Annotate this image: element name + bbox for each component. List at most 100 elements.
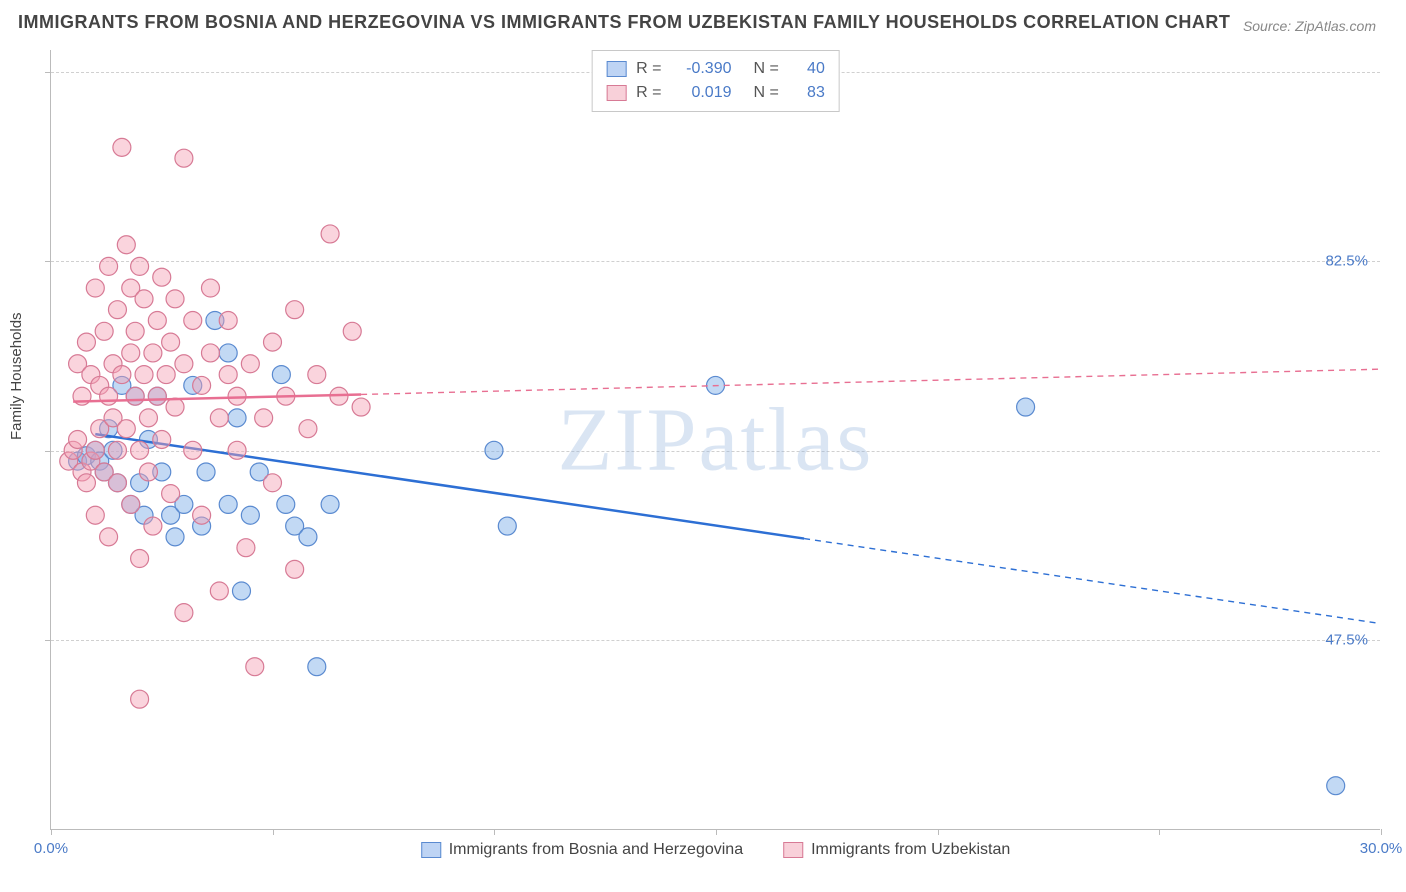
n-label: N = <box>754 81 779 105</box>
data-point-uzbekistan <box>108 474 126 492</box>
data-point-bosnia <box>219 344 237 362</box>
legend-item-uzbekistan: Immigrants from Uzbekistan <box>783 841 1010 859</box>
data-point-uzbekistan <box>108 441 126 459</box>
data-point-uzbekistan <box>286 560 304 578</box>
x-tick-mark <box>1381 829 1382 835</box>
data-point-bosnia <box>498 517 516 535</box>
data-point-uzbekistan <box>131 550 149 568</box>
data-point-uzbekistan <box>144 344 162 362</box>
scatter-svg <box>51 50 1380 829</box>
data-point-uzbekistan <box>69 431 87 449</box>
data-point-uzbekistan <box>113 366 131 384</box>
trendline-dash-bosnia <box>804 539 1380 624</box>
x-tick-mark <box>273 829 274 835</box>
data-point-uzbekistan <box>201 344 219 362</box>
data-point-uzbekistan <box>166 290 184 308</box>
data-point-uzbekistan <box>86 279 104 297</box>
data-point-uzbekistan <box>108 301 126 319</box>
data-point-uzbekistan <box>166 398 184 416</box>
swatch-pink-icon <box>606 85 626 101</box>
data-point-uzbekistan <box>162 333 180 351</box>
data-point-uzbekistan <box>122 495 140 513</box>
data-point-uzbekistan <box>77 333 95 351</box>
swatch-blue-icon <box>421 842 441 858</box>
legend-row-uzbekistan: R = 0.019 N = 83 <box>606 81 825 105</box>
data-point-uzbekistan <box>144 517 162 535</box>
data-point-uzbekistan <box>139 463 157 481</box>
data-point-bosnia <box>219 495 237 513</box>
data-point-uzbekistan <box>210 409 228 427</box>
data-point-uzbekistan <box>219 311 237 329</box>
data-point-uzbekistan <box>86 506 104 524</box>
data-point-uzbekistan <box>175 355 193 373</box>
data-point-uzbekistan <box>135 290 153 308</box>
data-point-uzbekistan <box>86 441 104 459</box>
trendline-dash-uzbekistan <box>361 369 1380 394</box>
data-point-bosnia <box>228 409 246 427</box>
legend-label-uzbekistan: Immigrants from Uzbekistan <box>811 841 1010 859</box>
data-point-uzbekistan <box>113 138 131 156</box>
data-point-uzbekistan <box>193 376 211 394</box>
data-point-uzbekistan <box>117 420 135 438</box>
data-point-bosnia <box>272 366 290 384</box>
data-point-uzbekistan <box>117 236 135 254</box>
data-point-uzbekistan <box>157 366 175 384</box>
data-point-uzbekistan <box>255 409 273 427</box>
data-point-uzbekistan <box>139 409 157 427</box>
data-point-bosnia <box>232 582 250 600</box>
data-point-uzbekistan <box>219 366 237 384</box>
chart-plot-area: ZIPatlas R = -0.390 N = 40 R = 0.019 N =… <box>50 50 1380 830</box>
data-point-uzbekistan <box>162 485 180 503</box>
data-point-uzbekistan <box>126 387 144 405</box>
data-point-uzbekistan <box>131 257 149 275</box>
data-point-uzbekistan <box>184 441 202 459</box>
data-point-bosnia <box>1327 777 1345 795</box>
x-tick-mark <box>716 829 717 835</box>
data-point-uzbekistan <box>175 604 193 622</box>
data-point-uzbekistan <box>153 268 171 286</box>
data-point-uzbekistan <box>321 225 339 243</box>
x-tick-mark <box>51 829 52 835</box>
data-point-uzbekistan <box>308 366 326 384</box>
data-point-uzbekistan <box>184 311 202 329</box>
x-tick-label: 0.0% <box>34 840 68 857</box>
data-point-bosnia <box>197 463 215 481</box>
x-tick-mark <box>938 829 939 835</box>
legend-label-bosnia: Immigrants from Bosnia and Herzegovina <box>449 841 743 859</box>
n-value-uzbekistan: 83 <box>789 81 825 105</box>
data-point-uzbekistan <box>237 539 255 557</box>
legend-item-bosnia: Immigrants from Bosnia and Herzegovina <box>421 841 743 859</box>
data-point-uzbekistan <box>100 387 118 405</box>
data-point-uzbekistan <box>122 344 140 362</box>
data-point-bosnia <box>241 506 259 524</box>
data-point-uzbekistan <box>246 658 264 676</box>
r-value-uzbekistan: 0.019 <box>672 81 732 105</box>
data-point-uzbekistan <box>100 528 118 546</box>
series-legend: Immigrants from Bosnia and Herzegovina I… <box>421 841 1011 859</box>
data-point-uzbekistan <box>299 420 317 438</box>
data-point-bosnia <box>485 441 503 459</box>
data-point-uzbekistan <box>201 279 219 297</box>
r-label: R = <box>636 57 661 81</box>
x-tick-label: 30.0% <box>1360 840 1403 857</box>
n-value-bosnia: 40 <box>789 57 825 81</box>
data-point-uzbekistan <box>193 506 211 524</box>
x-tick-mark <box>494 829 495 835</box>
data-point-uzbekistan <box>286 301 304 319</box>
data-point-bosnia <box>321 495 339 513</box>
data-point-uzbekistan <box>126 322 144 340</box>
data-point-uzbekistan <box>343 322 361 340</box>
correlation-legend: R = -0.390 N = 40 R = 0.019 N = 83 <box>591 50 840 112</box>
n-label: N = <box>754 57 779 81</box>
swatch-pink-icon <box>783 842 803 858</box>
data-point-uzbekistan <box>153 431 171 449</box>
r-label: R = <box>636 81 661 105</box>
data-point-uzbekistan <box>148 311 166 329</box>
data-point-uzbekistan <box>352 398 370 416</box>
legend-row-bosnia: R = -0.390 N = 40 <box>606 57 825 81</box>
data-point-uzbekistan <box>175 149 193 167</box>
chart-title: IMMIGRANTS FROM BOSNIA AND HERZEGOVINA V… <box>18 12 1230 33</box>
y-axis-label: Family Households <box>8 312 25 440</box>
data-point-bosnia <box>308 658 326 676</box>
data-point-uzbekistan <box>241 355 259 373</box>
